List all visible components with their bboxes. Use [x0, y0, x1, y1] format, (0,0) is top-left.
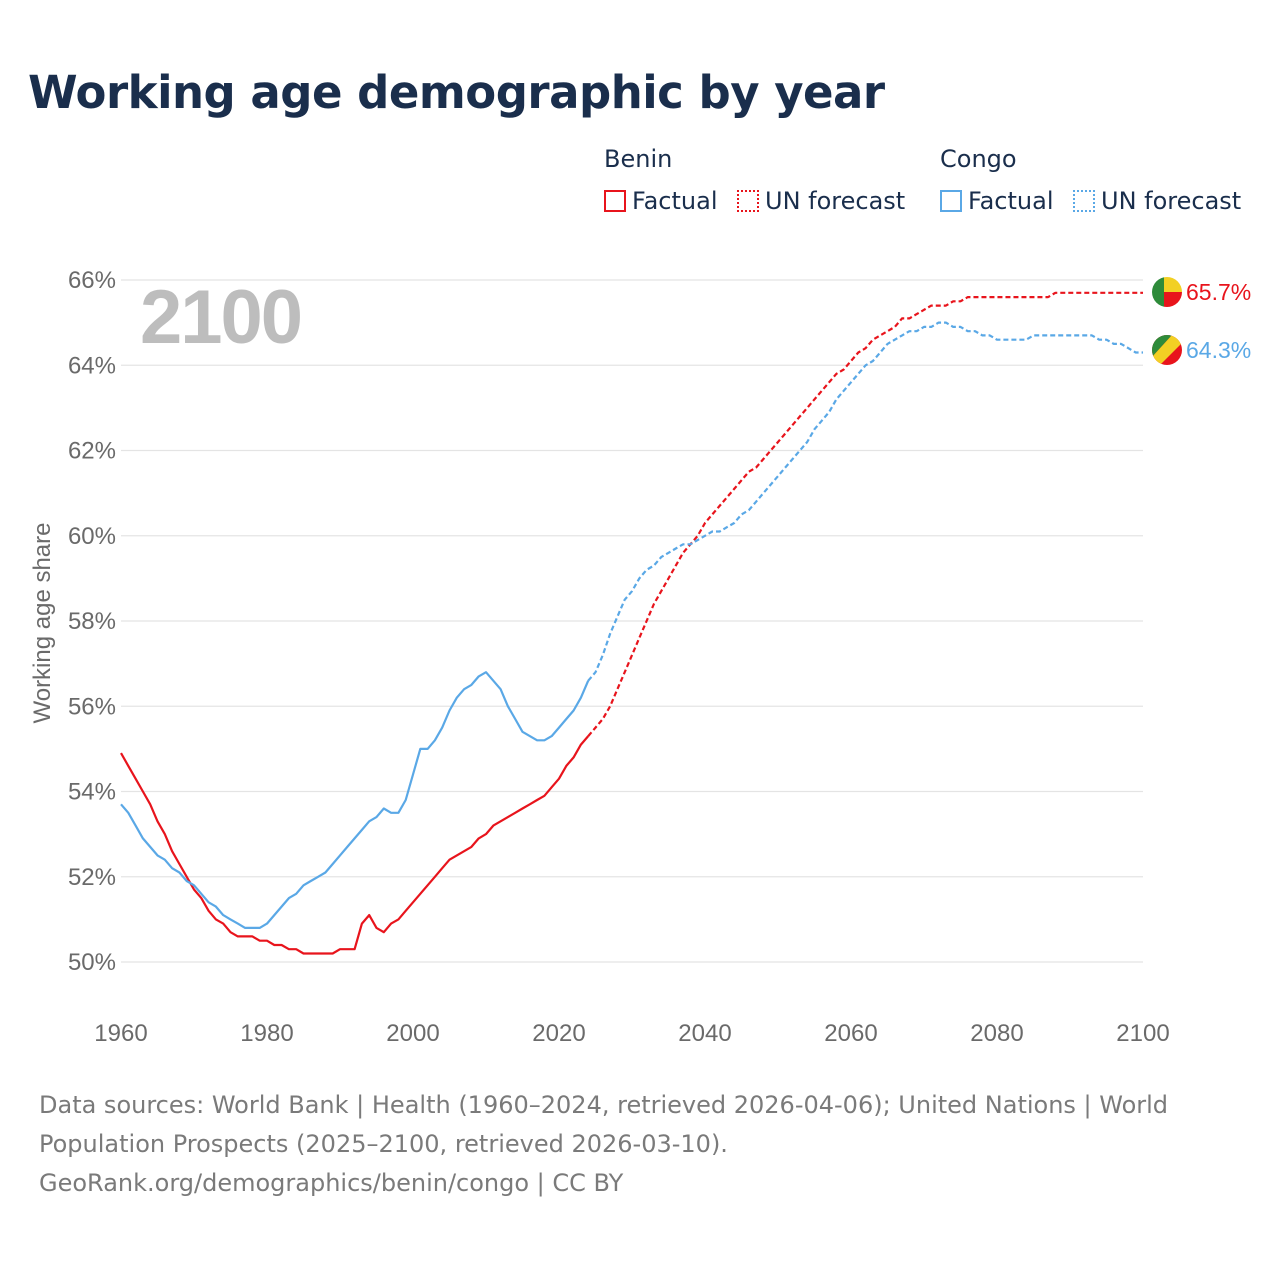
congo-end-label: 64.3% [1186, 337, 1251, 363]
legend-item-benin-forecast[interactable]: UN forecast [737, 186, 905, 216]
legend-item-congo-factual[interactable]: Factual [940, 186, 1054, 216]
y-axis-title: Working age share [29, 523, 56, 724]
legend-swatch-benin-factual [604, 190, 626, 212]
credit-link[interactable]: GeoRank.org/demographics/benin/congo | C… [39, 1169, 624, 1197]
year-watermark: 2100 [140, 275, 301, 360]
congo-flag-icon [1152, 335, 1182, 365]
legend-swatch-congo-factual [940, 190, 962, 212]
y-tick-label: 60% [68, 523, 116, 550]
series [120, 291, 1143, 955]
y-tick-label: 54% [68, 779, 116, 806]
x-tick-label: 2040 [678, 1020, 731, 1047]
y-tick-label: 62% [68, 438, 116, 465]
line-chart: 2100 50% 52% 54% 56% 58% 60% 62% 64% 66% 1960 198… [29, 267, 1251, 1047]
x-tick-label: 1980 [240, 1020, 293, 1047]
y-tick-label: 64% [68, 352, 116, 379]
benin-flag-icon [1152, 277, 1182, 307]
y-tick-label: 58% [68, 608, 116, 635]
grid [121, 279, 1143, 963]
x-tick-label: 2100 [1116, 1020, 1169, 1047]
y-tick-label: 56% [68, 693, 116, 720]
y-tick-label: 50% [68, 949, 116, 976]
y-tick-label: 52% [68, 864, 116, 891]
legend-label-benin-forecast: UN forecast [765, 187, 906, 215]
benin-forecast-line [587, 291, 1143, 737]
x-tick-label: 2020 [532, 1020, 585, 1047]
legend-swatch-congo-forecast [1073, 190, 1095, 212]
x-tick-label: 1960 [94, 1020, 147, 1047]
legend-label-congo-forecast: UN forecast [1101, 187, 1242, 215]
legend-label-congo-factual: Factual [968, 187, 1054, 215]
benin-factual-line [120, 735, 590, 955]
legend-label-benin-factual: Factual [632, 187, 718, 215]
x-axis-labels: 1960 1980 2000 2020 2040 2060 2080 2100 [94, 1020, 1169, 1047]
legend-item-congo-forecast[interactable]: UN forecast [1073, 186, 1241, 216]
chart-title: Working age demographic by year [28, 66, 885, 119]
x-tick-label: 2000 [386, 1020, 439, 1047]
congo-factual-line [120, 671, 590, 929]
y-axis-labels: 50% 52% 54% 56% 58% 60% 62% 64% 66% [68, 267, 116, 976]
legend-group-benin: Benin [604, 145, 673, 173]
x-tick-label: 2060 [824, 1020, 877, 1047]
congo-forecast-line [587, 321, 1143, 682]
legend-swatch-benin-forecast [737, 190, 759, 212]
data-sources: Data sources: World Bank | Health (1960–… [39, 1091, 1169, 1158]
y-tick-label: 66% [68, 267, 116, 294]
footer: Data sources: World Bank | Health (1960–… [39, 1086, 1239, 1203]
legend-item-benin-factual[interactable]: Factual [604, 186, 718, 216]
legend-group-congo: Congo [940, 145, 1017, 173]
x-tick-label: 2080 [970, 1020, 1023, 1047]
benin-end-label: 65.7% [1186, 279, 1251, 305]
